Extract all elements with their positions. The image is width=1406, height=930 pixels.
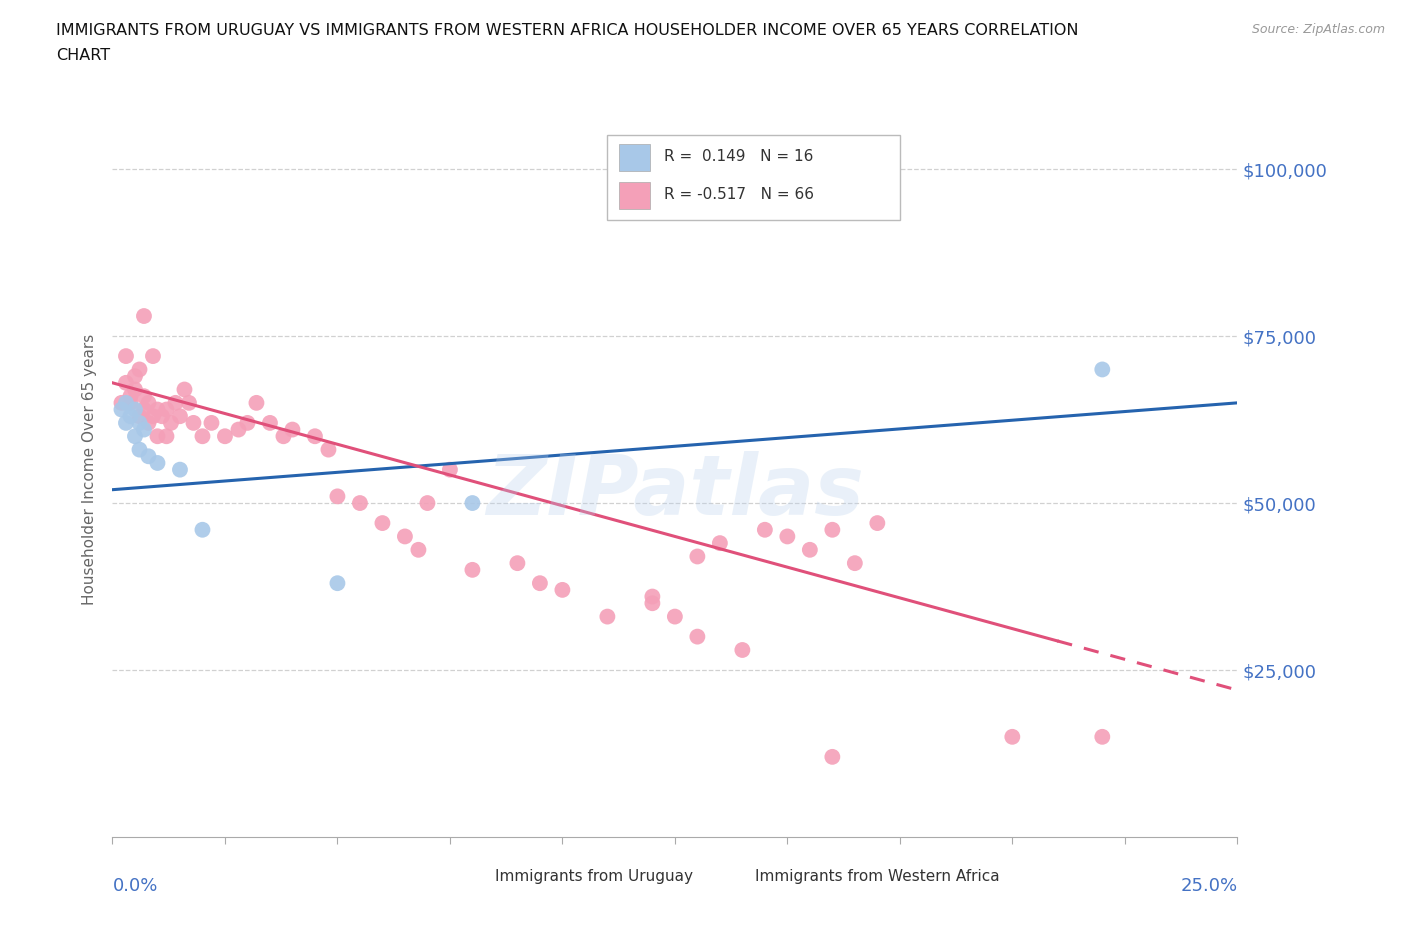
Point — [394, 529, 416, 544]
Point — [128, 416, 150, 431]
Point — [439, 462, 461, 477]
Point — [124, 382, 146, 397]
Point — [245, 395, 267, 410]
Point — [120, 389, 142, 404]
Point — [866, 515, 889, 530]
Point — [776, 529, 799, 544]
Point — [138, 395, 160, 410]
Point — [191, 523, 214, 538]
Point — [138, 416, 160, 431]
Point — [281, 422, 304, 437]
Point — [529, 576, 551, 591]
Point — [821, 523, 844, 538]
Point — [236, 416, 259, 431]
Text: Immigrants from Western Africa: Immigrants from Western Africa — [755, 870, 1000, 884]
Point — [132, 389, 155, 404]
Point — [128, 362, 150, 377]
Point — [551, 582, 574, 597]
Text: Source: ZipAtlas.com: Source: ZipAtlas.com — [1251, 23, 1385, 36]
Point — [821, 750, 844, 764]
Point — [138, 449, 160, 464]
Point — [142, 349, 165, 364]
Point — [1091, 362, 1114, 377]
Point — [115, 395, 138, 410]
Text: CHART: CHART — [56, 48, 110, 63]
Text: IMMIGRANTS FROM URUGUAY VS IMMIGRANTS FROM WESTERN AFRICA HOUSEHOLDER INCOME OVE: IMMIGRANTS FROM URUGUAY VS IMMIGRANTS FR… — [56, 23, 1078, 38]
Point — [124, 429, 146, 444]
Point — [273, 429, 295, 444]
Point — [641, 596, 664, 611]
Point — [169, 462, 191, 477]
Point — [259, 416, 281, 431]
Point — [686, 630, 709, 644]
Point — [160, 416, 183, 431]
Point — [155, 429, 177, 444]
Point — [408, 542, 430, 557]
Point — [132, 422, 155, 437]
Point — [799, 542, 821, 557]
Point — [318, 442, 340, 457]
Point — [124, 368, 146, 383]
Point — [326, 489, 349, 504]
Text: Immigrants from Uruguay: Immigrants from Uruguay — [495, 870, 693, 884]
Point — [128, 409, 150, 424]
Point — [110, 395, 132, 410]
Point — [844, 556, 866, 571]
Point — [214, 429, 236, 444]
Point — [120, 409, 142, 424]
Point — [326, 576, 349, 591]
Point — [461, 496, 484, 511]
Point — [132, 309, 155, 324]
Point — [304, 429, 326, 444]
Point — [228, 422, 250, 437]
Text: R = -0.517   N = 66: R = -0.517 N = 66 — [664, 187, 814, 203]
Point — [177, 395, 200, 410]
Point — [169, 409, 191, 424]
Point — [115, 376, 138, 391]
Point — [115, 416, 138, 431]
Point — [596, 609, 619, 624]
Point — [506, 556, 529, 571]
Point — [709, 536, 731, 551]
Point — [731, 643, 754, 658]
Point — [120, 395, 142, 410]
Point — [686, 549, 709, 564]
Point — [183, 416, 205, 431]
Point — [1091, 729, 1114, 744]
Point — [155, 402, 177, 417]
Point — [664, 609, 686, 624]
Point — [165, 395, 187, 410]
Point — [416, 496, 439, 511]
Point — [142, 409, 165, 424]
Point — [461, 563, 484, 578]
Point — [132, 402, 155, 417]
Point — [150, 409, 173, 424]
Point — [1001, 729, 1024, 744]
Text: 0.0%: 0.0% — [112, 877, 157, 896]
Point — [173, 382, 195, 397]
Point — [110, 402, 132, 417]
Y-axis label: Householder Income Over 65 years: Householder Income Over 65 years — [82, 334, 97, 605]
Text: R =  0.149   N = 16: R = 0.149 N = 16 — [664, 150, 813, 165]
FancyBboxPatch shape — [607, 136, 900, 219]
Point — [115, 349, 138, 364]
Bar — [619, 144, 650, 170]
Point — [146, 429, 169, 444]
Point — [641, 589, 664, 604]
Point — [124, 402, 146, 417]
Bar — [723, 868, 748, 891]
Point — [754, 523, 776, 538]
Bar — [619, 182, 650, 208]
Point — [371, 515, 394, 530]
Point — [200, 416, 222, 431]
Point — [191, 429, 214, 444]
Point — [349, 496, 371, 511]
Point — [146, 402, 169, 417]
Text: 25.0%: 25.0% — [1180, 877, 1237, 896]
Bar — [464, 868, 488, 891]
Point — [146, 456, 169, 471]
Text: ZIPatlas: ZIPatlas — [486, 451, 863, 532]
Point — [128, 442, 150, 457]
